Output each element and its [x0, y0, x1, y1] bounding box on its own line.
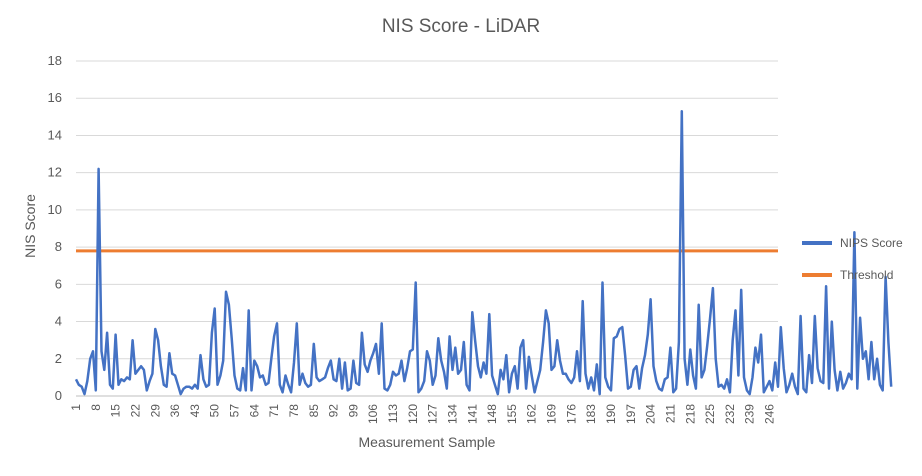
x-tick-label: 155	[505, 404, 519, 424]
nips-score-line	[74, 109, 893, 396]
x-tick-label: 64	[247, 404, 261, 418]
x-tick-label: 197	[624, 404, 638, 424]
x-tick-label: 141	[465, 404, 479, 424]
x-tick-label: 113	[386, 404, 400, 423]
x-tick-label: 169	[545, 404, 559, 424]
y-tick-label: 14	[48, 127, 62, 142]
x-tick-label: 92	[327, 404, 341, 418]
x-tick-label: 8	[89, 404, 103, 411]
x-tick-label: 120	[406, 404, 420, 424]
x-tick-label: 246	[763, 404, 777, 424]
x-tick-label: 232	[723, 404, 737, 424]
x-tick-label: 239	[743, 404, 757, 424]
x-tick-label: 127	[426, 404, 440, 424]
x-tick-label: 162	[525, 404, 539, 424]
x-tick-label: 148	[485, 404, 499, 424]
legend-item-threshold: Threshold	[802, 266, 903, 284]
legend: NIPS Score Threshold	[802, 234, 903, 298]
y-tick-label: 10	[48, 202, 62, 217]
x-tick-label: 71	[267, 404, 281, 418]
x-tick-label: 190	[604, 404, 618, 424]
x-tick-label: 85	[307, 404, 321, 418]
x-tick-label: 106	[366, 404, 380, 424]
x-tick-label: 134	[445, 404, 459, 424]
y-tick-label: 6	[55, 276, 62, 291]
legend-swatch-threshold	[802, 273, 832, 277]
x-tick-label: 29	[148, 404, 162, 418]
x-tick-label: 50	[208, 404, 222, 418]
x-tick-label: 99	[346, 404, 360, 418]
legend-item-nips-score: NIPS Score	[802, 234, 903, 252]
x-axis-title: Measurement Sample	[358, 434, 496, 450]
y-tick-label: 12	[48, 165, 62, 180]
y-tick-label: 16	[48, 90, 62, 105]
y-tick-label: 4	[55, 314, 62, 329]
chart-title: NIS Score - LiDAR	[381, 16, 541, 37]
x-tick-label: 36	[168, 404, 182, 418]
x-tick-label: 183	[584, 404, 598, 424]
x-tick-label: 15	[109, 404, 123, 418]
x-tick-label: 218	[683, 404, 697, 424]
x-tick-label: 22	[128, 404, 142, 418]
x-tick-label: 43	[188, 404, 202, 418]
legend-label-threshold: Threshold	[840, 268, 894, 282]
x-tick-label: 57	[228, 404, 242, 418]
y-tick-label: 8	[55, 239, 62, 254]
legend-swatch-nips-score	[802, 241, 832, 245]
y-tick-label: 2	[55, 351, 62, 366]
x-tick-label: 204	[644, 404, 658, 424]
x-tick-label: 225	[703, 404, 717, 424]
x-tick-label: 176	[564, 404, 578, 424]
x-tick-label: 1	[69, 404, 83, 411]
y-tick-label: 0	[55, 388, 62, 403]
legend-label-nips-score: NIPS Score	[840, 236, 903, 250]
x-tick-label: 211	[663, 404, 677, 423]
x-tick-label: 78	[287, 404, 301, 418]
y-tick-label: 18	[48, 53, 62, 68]
